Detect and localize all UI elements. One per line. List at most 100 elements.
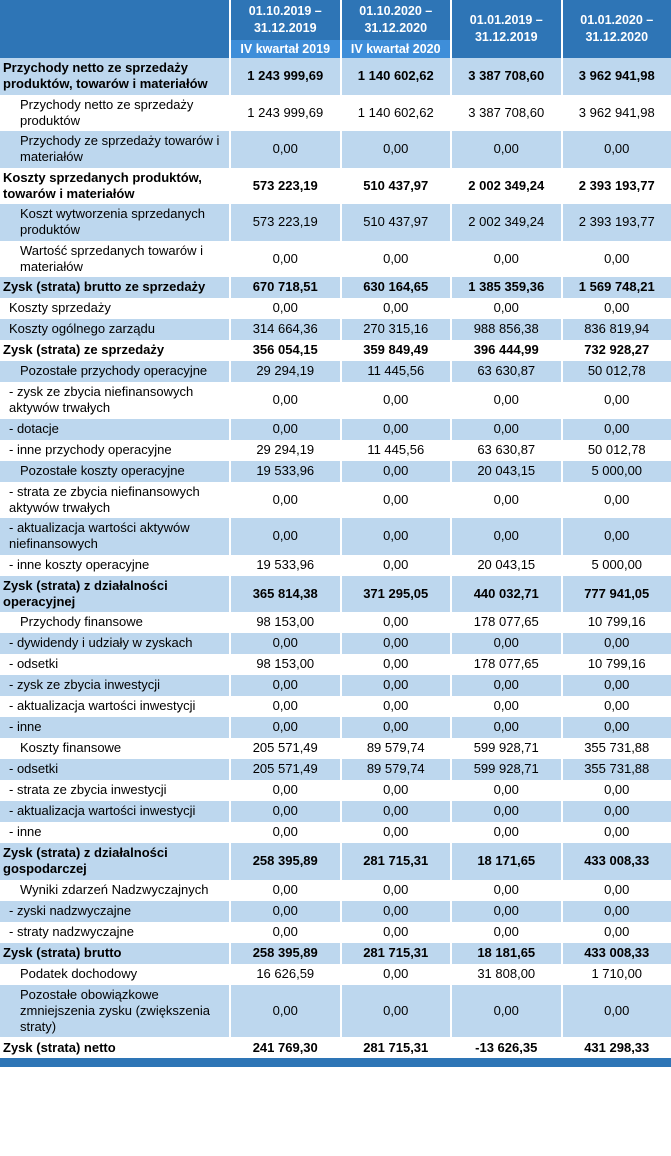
row-label: - strata ze zbycia niefinansowych aktywó… (9, 483, 200, 515)
row-value: 16 626,59 (229, 963, 340, 985)
row-value: 5 000,00 (560, 460, 671, 482)
row-value: 258 395,89 (229, 942, 340, 964)
header-period-dates: 01.10.2020 – 31.12.2020 (359, 4, 433, 35)
row-value: 178 077,65 (450, 654, 561, 675)
row-value: 0,00 (339, 633, 451, 654)
row-value: 0,00 (229, 921, 340, 943)
row-value: 0,00 (229, 382, 340, 419)
row-label: Koszty sprzedaży (9, 300, 111, 316)
row-value: 0,00 (560, 675, 671, 696)
row-value: 0,00 (229, 801, 340, 822)
table-row: Koszty sprzedanych produktów, towarów i … (0, 167, 671, 204)
row-value: 5 000,00 (560, 554, 671, 576)
table-row: Przychody netto ze sprzedaży produktów, … (0, 58, 671, 95)
row-value: 0,00 (339, 131, 451, 168)
row-value: 2 002 349,24 (450, 167, 561, 204)
row-value: 0,00 (450, 879, 561, 901)
row-label: - zysk ze zbycia niefinansowych aktywów … (9, 384, 194, 416)
row-value: 281 715,31 (339, 942, 451, 964)
row-value: 0,00 (339, 481, 451, 518)
row-value: 0,00 (339, 717, 451, 738)
row-value: 0,00 (229, 298, 340, 319)
row-value: 1 710,00 (560, 963, 671, 985)
table-row: - aktualizacja wartości inwestycji 0,00 0,… (0, 696, 671, 717)
header-quarter-band: IV kwartał 2020 (341, 40, 450, 58)
table-row: - zyski nadzwyczajne 0,00 0,00 0,00 0,00 (0, 900, 671, 922)
row-value: 3 962 941,98 (560, 58, 671, 95)
table-row: Przychody netto ze sprzedaży produktów 1 … (0, 94, 671, 131)
row-label: - inne (9, 824, 42, 840)
row-value: 270 315,16 (339, 319, 451, 340)
row-value: 0,00 (229, 518, 340, 555)
header-quarter-band: IV kwartał 2019 (231, 40, 340, 58)
row-value: 0,00 (339, 675, 451, 696)
row-value: 0,00 (560, 801, 671, 822)
row-value: 355 731,88 (560, 759, 671, 780)
row-value: 670 718,51 (229, 277, 340, 298)
table-row: Przychody ze sprzedaży towarów i materia… (0, 131, 671, 168)
row-value: 0,00 (560, 879, 671, 901)
row-label: Koszty finansowe (20, 740, 122, 756)
row-value: 0,00 (339, 654, 451, 675)
row-value: 0,00 (450, 822, 561, 843)
table-row: - zysk ze zbycia inwestycji 0,00 0,00 0,00 0… (0, 675, 671, 696)
row-value: 0,00 (339, 240, 451, 277)
row-value: 356 054,15 (229, 340, 340, 361)
row-value: 0,00 (339, 801, 451, 822)
row-label: Przychody ze sprzedaży towarów i materia… (20, 133, 220, 165)
row-value: 0,00 (450, 131, 561, 168)
row-value: 0,00 (560, 717, 671, 738)
table-row: Wartość sprzedanych towarów i materiałów… (0, 240, 671, 277)
row-value: 573 223,19 (229, 204, 340, 241)
row-value: 0,00 (450, 298, 561, 319)
row-value: 0,00 (229, 900, 340, 922)
table-row: Koszty ogólnego zarządu 314 664,36 270 315… (0, 319, 671, 340)
row-value: 11 445,56 (339, 439, 451, 461)
row-value: 98 153,00 (229, 612, 340, 633)
row-value: 3 962 941,98 (560, 94, 671, 131)
row-label: - inne przychody operacyjne (9, 441, 172, 457)
row-value: 0,00 (229, 481, 340, 518)
table-row: - aktualizacja wartości inwestycji 0,00 0,… (0, 801, 671, 822)
row-value: 0,00 (560, 298, 671, 319)
row-value: 63 630,87 (450, 439, 561, 461)
row-value: 0,00 (229, 240, 340, 277)
row-value: 0,00 (339, 822, 451, 843)
row-value: 732 928,27 (560, 340, 671, 361)
row-value: 510 437,97 (339, 204, 451, 241)
row-label: Pozostałe przychody operacyjne (20, 363, 208, 379)
row-label: Koszty sprzedanych produktów, towarów i … (3, 169, 202, 201)
row-label: - straty nadzwyczajne (9, 923, 134, 939)
row-label: - odsetki (9, 656, 59, 672)
table-row: Pozostałe obowiązkowe zmniejszenia zysku… (0, 984, 671, 1038)
row-value: 31 808,00 (450, 963, 561, 985)
row-label: - inne (9, 719, 42, 735)
header-period-dates: 01.01.2019 – 31.12.2019 (469, 13, 543, 44)
table-row: - dotacje 0,00 0,00 0,00 0,00 (0, 418, 671, 440)
row-value: 1 385 359,36 (450, 277, 561, 298)
row-value: 20 043,15 (450, 554, 561, 576)
row-label: Zysk (strata) brutto (3, 944, 122, 960)
row-value: 178 077,65 (450, 612, 561, 633)
row-value: 0,00 (229, 879, 340, 901)
row-value: 0,00 (339, 963, 451, 985)
row-value: 0,00 (450, 696, 561, 717)
row-value: 0,00 (560, 633, 671, 654)
table-row: Pozostałe koszty operacyjne 19 533,96 0,00… (0, 460, 671, 482)
row-value: 98 153,00 (229, 654, 340, 675)
table-row: Pozostałe przychody operacyjne 29 294,19 1… (0, 361, 671, 382)
row-value: 599 928,71 (450, 738, 561, 759)
row-label: - aktualizacja wartości aktywów niefinan… (9, 520, 190, 552)
row-label: Zysk (strata) brutto ze sprzedaży (3, 279, 206, 295)
header-period-dates: 01.01.2020 – 31.12.2020 (580, 13, 654, 44)
row-value: 258 395,89 (229, 843, 340, 880)
row-value: 0,00 (560, 696, 671, 717)
row-value: 431 298,33 (560, 1037, 671, 1059)
row-value: 0,00 (450, 780, 561, 801)
row-value: 0,00 (560, 921, 671, 943)
row-value: 0,00 (339, 298, 451, 319)
financial-statement-table: 01.10.2019 – 31.12.2019 IV kwartał 2019 01… (0, 0, 671, 1068)
row-label: Przychody finansowe (20, 614, 143, 630)
row-value: 205 571,49 (229, 738, 340, 759)
table-row: - inne 0,00 0,00 0,00 0,00 (0, 822, 671, 843)
